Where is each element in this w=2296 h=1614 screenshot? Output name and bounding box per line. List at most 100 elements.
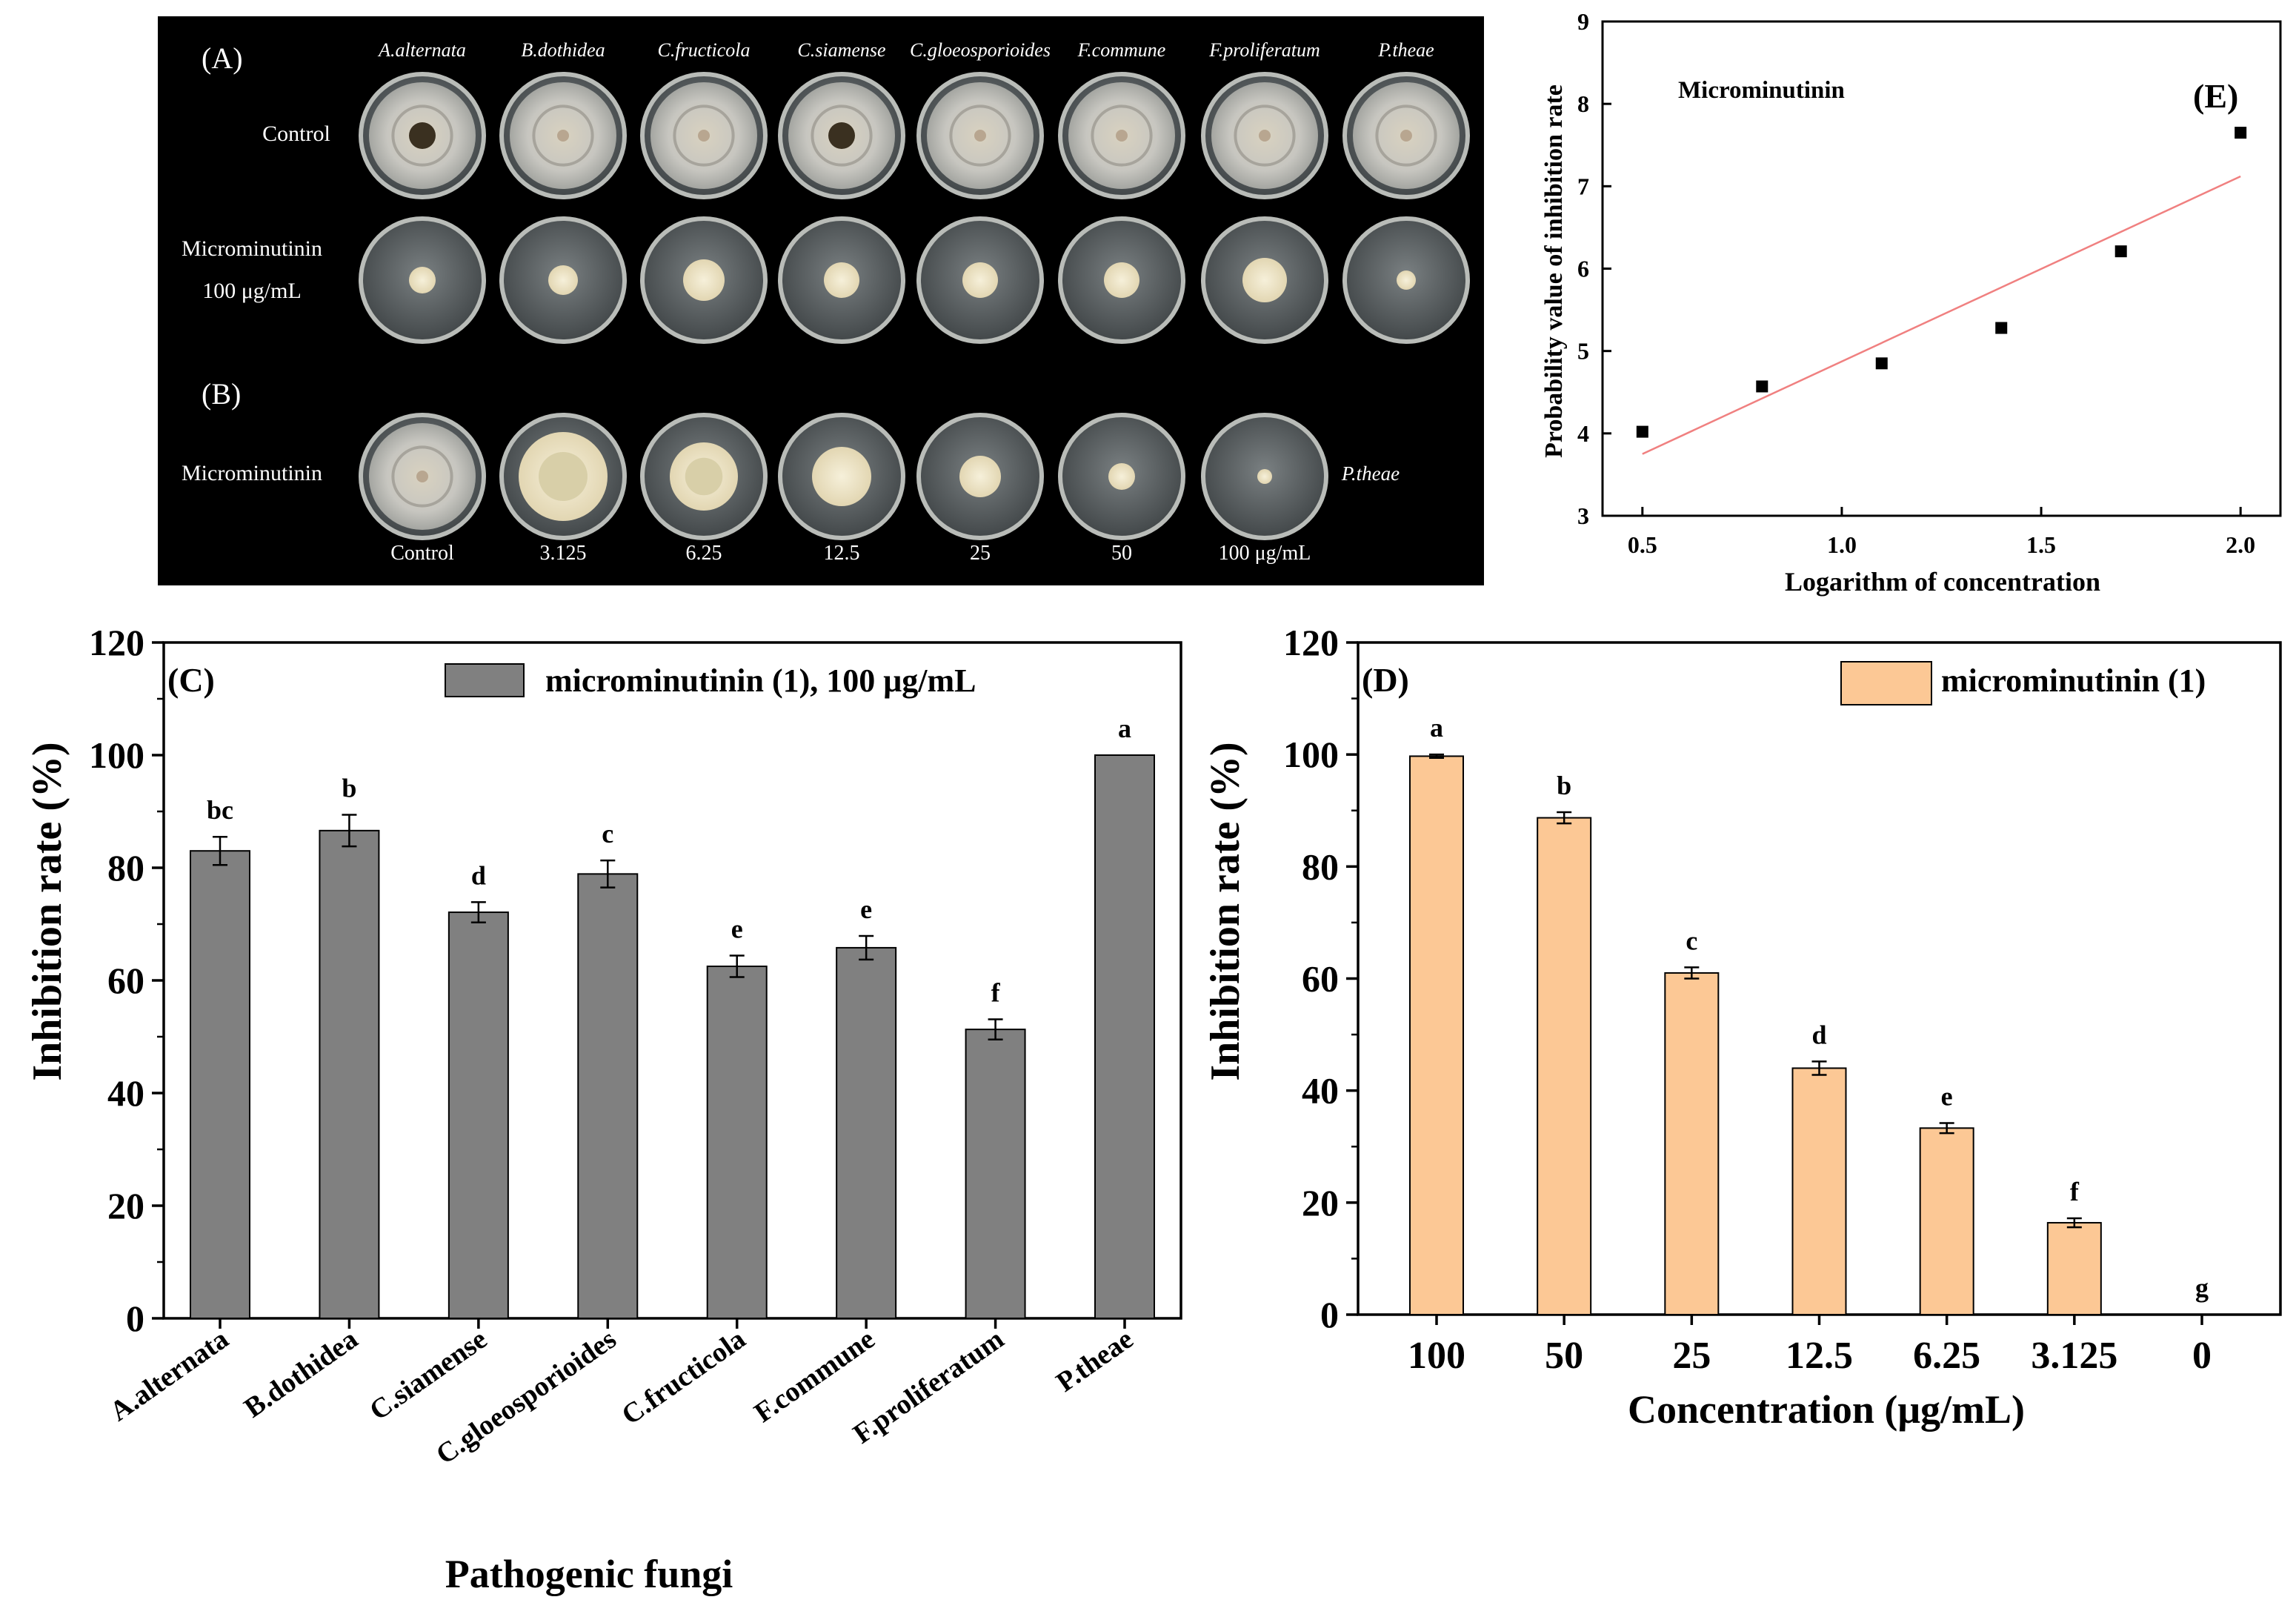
- row-label-treatment: Microminutinin: [182, 236, 322, 261]
- plot-frame: [162, 641, 1182, 1320]
- concentration-label: 3.125: [540, 542, 587, 565]
- y-tick-label: 120: [89, 622, 144, 663]
- chart-d-xlabel: Concentration (μg/mL): [1628, 1387, 2025, 1432]
- colony-center-dark: [409, 122, 436, 149]
- chart-e-xlabel: Logarithm of concentration: [1785, 567, 2100, 597]
- significance-letter: bc: [207, 795, 233, 825]
- data-point: [2235, 127, 2247, 139]
- x-tick-label: 2.0: [2226, 531, 2255, 558]
- legend-swatch: [1840, 661, 1932, 705]
- chart-e-annotation: Microminutinin: [1678, 77, 1845, 104]
- colony-growth: [1257, 469, 1272, 484]
- chart-c-legend-label: microminutinin (1), 100 μg/mL: [545, 662, 976, 699]
- colony-growth: [1104, 262, 1139, 298]
- mycelium-ring: [391, 104, 453, 167]
- x-tick-label: A.alternata: [104, 1324, 234, 1427]
- mycelium-ring: [673, 104, 735, 167]
- mycelium-ring: [1375, 104, 1437, 167]
- x-tick-label: 12.5: [1786, 1335, 1853, 1377]
- x-tick-label: 1.0: [1827, 531, 1857, 558]
- data-point: [1875, 357, 1888, 370]
- colony-growth: [548, 265, 578, 295]
- bar: [965, 1029, 1026, 1319]
- bar: [577, 873, 639, 1319]
- bar: [2046, 1222, 2102, 1315]
- y-tick-label: 9: [1577, 8, 1589, 35]
- x-tick-label: F.commune: [749, 1324, 881, 1429]
- bar: [1664, 972, 1720, 1315]
- photo-panel: (A) (B) Control Microminutinin 100 μg/mL…: [158, 16, 1484, 585]
- fungus-column-label: C.siamense: [797, 39, 885, 61]
- x-tick-label: B.dothidea: [239, 1324, 364, 1424]
- colony-growth: [962, 262, 998, 298]
- significance-letter: d: [471, 860, 486, 890]
- mycelium-ring: [1234, 104, 1296, 167]
- chart-e-panel-label: (E): [2193, 77, 2238, 115]
- fungus-column-label: C.fructicola: [658, 39, 751, 61]
- significance-letter: d: [1811, 1020, 1826, 1049]
- chart-d: (D) microminutinin (1) Concentration (μg…: [1202, 622, 2282, 1432]
- significance-letter: e: [860, 894, 872, 924]
- colony-growth: [409, 267, 436, 293]
- x-tick-label: 3.125: [2031, 1335, 2117, 1377]
- x-tick-label: 6.25: [1913, 1335, 1980, 1377]
- data-point: [1756, 380, 1768, 393]
- mycelium-ring: [391, 445, 453, 508]
- row-label-b: Microminutinin: [182, 461, 322, 485]
- significance-letter: e: [1941, 1082, 1953, 1112]
- y-tick-label: 120: [1283, 622, 1339, 663]
- chart-c-ylabel: Inhibition rate (%): [24, 742, 70, 1080]
- colony-growth: [1242, 258, 1287, 302]
- y-tick-label: 3: [1577, 502, 1589, 529]
- colony-growth: [812, 447, 871, 506]
- bar: [1919, 1127, 1974, 1315]
- fungus-column-label: F.proliferatum: [1208, 39, 1320, 61]
- y-tick-label: 7: [1577, 173, 1589, 199]
- colony-growth: [959, 456, 1001, 497]
- y-tick-label: 5: [1577, 338, 1589, 365]
- chart-e: Microminutinin (E) Logarithm of concentr…: [1540, 8, 2282, 597]
- x-tick-label: P.theae: [1051, 1324, 1139, 1398]
- y-tick-label: 60: [1302, 958, 1339, 1000]
- colony-inner-ring: [539, 452, 588, 501]
- significance-letter: f: [991, 977, 1001, 1007]
- chart-c-panel-label: (C): [167, 661, 215, 699]
- x-tick-label: 1.5: [2026, 531, 2056, 558]
- colony-center: [416, 471, 428, 482]
- fungus-column-label: B.dothidea: [521, 39, 605, 61]
- colony-growth: [824, 262, 859, 298]
- colony-center: [1116, 130, 1128, 142]
- concentration-label: 12.5: [824, 542, 860, 565]
- y-tick-label: 40: [107, 1072, 144, 1114]
- concentration-label: 50: [1111, 542, 1132, 565]
- y-tick-label: 80: [107, 847, 144, 889]
- x-tick-label: 100: [1408, 1335, 1465, 1377]
- row-label-control: Control: [262, 122, 330, 146]
- chart-d-legend-label: microminutinin (1): [1941, 662, 2206, 699]
- chart-c-xlabel: Pathogenic fungi: [445, 1552, 733, 1596]
- data-point: [1995, 322, 2008, 334]
- bar: [1537, 817, 1592, 1315]
- fit-line: [1642, 175, 2241, 455]
- mycelium-ring: [532, 104, 594, 167]
- y-tick-label: 80: [1302, 846, 1339, 887]
- y-tick-label: 60: [107, 960, 144, 1001]
- significance-letter: a: [1430, 713, 1443, 743]
- bar: [190, 850, 250, 1319]
- y-tick-label: 8: [1577, 90, 1589, 117]
- y-tick-label: 20: [1302, 1182, 1339, 1223]
- fungus-column-label: C.gloeosporioides: [910, 39, 1051, 61]
- chart-e-ylabel: Probability value of inhibition rate: [1540, 84, 1568, 458]
- y-tick-label: 0: [126, 1298, 144, 1339]
- legend-swatch: [445, 663, 525, 697]
- significance-letter: a: [1118, 714, 1131, 743]
- colony-center: [557, 130, 569, 142]
- mycelium-ring: [949, 104, 1011, 167]
- y-tick-label: 20: [107, 1185, 144, 1226]
- row-b-species: P.theae: [1341, 462, 1400, 485]
- significance-letter: b: [1557, 771, 1571, 800]
- chart-c: (C) microminutinin (1), 100 μg/mL Pathog…: [24, 622, 1182, 1596]
- bar: [319, 829, 380, 1319]
- bar: [836, 946, 897, 1320]
- significance-letter: f: [2070, 1177, 2080, 1206]
